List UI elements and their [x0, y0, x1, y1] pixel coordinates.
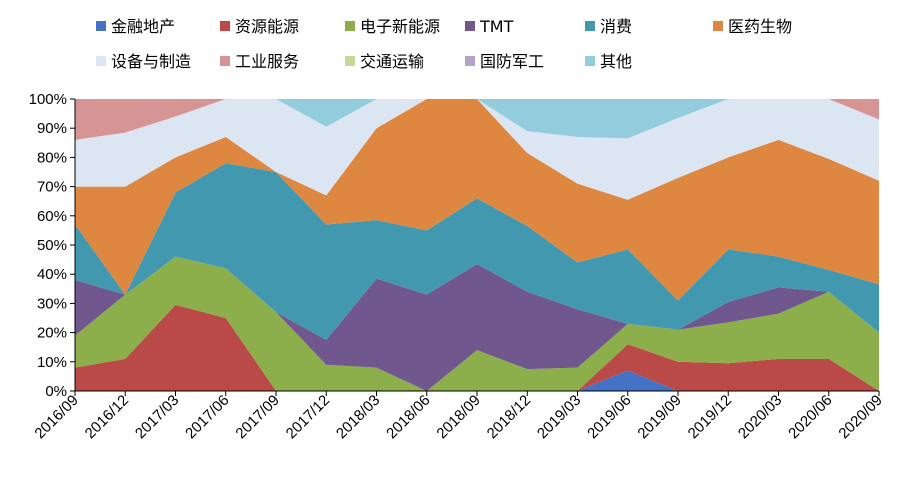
area-series-3	[75, 256, 879, 391]
y-tick-label: 100%	[29, 91, 67, 108]
x-tick-label: 2019/06	[584, 392, 634, 442]
legend-item: TMT	[465, 17, 514, 36]
legend-swatch	[220, 56, 230, 66]
legend-item: 交通运输	[345, 52, 424, 71]
legend-swatch	[465, 56, 475, 66]
x-tick-label: 2017/06	[182, 392, 232, 442]
legend-swatch	[465, 21, 475, 31]
legend-swatch	[713, 21, 723, 31]
legend-swatch	[96, 21, 106, 31]
legend-item: 金融地产	[96, 17, 175, 36]
x-tick-label: 2017/09	[232, 392, 282, 442]
legend-label: 电子新能源	[360, 17, 440, 36]
legend-item: 工业服务	[220, 52, 299, 71]
legend-label: 工业服务	[235, 52, 299, 71]
legend-label: 医药生物	[728, 17, 792, 36]
area-series-6	[75, 99, 879, 200]
x-tick-label: 2017/03	[132, 392, 182, 442]
legend-label: 交通运输	[360, 52, 424, 71]
y-axis-ticks: 0% 10% 20% 30% 40% 50% 60% 70% 80% 90% 100%	[29, 91, 75, 400]
legend-item: 电子新能源	[345, 17, 440, 36]
area-series-5	[75, 99, 879, 301]
x-tick-label: 2020/03	[735, 392, 785, 442]
legend-label: 资源能源	[235, 17, 299, 36]
y-tick-label: 80%	[37, 149, 67, 166]
legend-label: 国防军工	[480, 52, 544, 71]
area-series-7	[75, 99, 879, 140]
x-tick-label: 2019/09	[634, 392, 684, 442]
x-tick-label: 2018/12	[484, 392, 534, 442]
x-tick-label: 2018/09	[433, 392, 483, 442]
x-tick-label: 2019/12	[685, 392, 735, 442]
y-tick-label: 70%	[37, 179, 67, 196]
y-tick-label: 30%	[37, 295, 67, 312]
y-tick-label: 0%	[45, 383, 67, 400]
legend-swatch	[96, 56, 106, 66]
legend-item: 资源能源	[220, 17, 299, 36]
legend-swatch	[345, 56, 355, 66]
legend-item: 消费	[585, 17, 632, 36]
legend-label: 金融地产	[111, 17, 175, 36]
x-tick-label: 2019/03	[534, 392, 584, 442]
area-series-10	[75, 99, 879, 139]
legend-label: 设备与制造	[111, 52, 191, 71]
y-tick-label: 40%	[37, 266, 67, 283]
x-tick-label: 2016/12	[82, 392, 132, 442]
y-tick-label: 90%	[37, 120, 67, 137]
x-tick-label: 2018/06	[383, 392, 433, 442]
legend-item: 医药生物	[713, 17, 792, 36]
legend-swatch	[585, 56, 595, 66]
x-tick-label: 2017/12	[283, 392, 333, 442]
x-tick-label: 2020/06	[785, 392, 835, 442]
area-series-2	[75, 256, 879, 391]
y-tick-label: 50%	[37, 237, 67, 254]
area-series-1	[75, 304, 879, 391]
legend-label: 其他	[600, 52, 632, 71]
legend-swatch	[220, 21, 230, 31]
y-tick-label: 60%	[37, 208, 67, 225]
legend-item: 国防军工	[465, 52, 544, 71]
legend-label: 消费	[600, 17, 632, 36]
y-tick-label: 20%	[37, 325, 67, 342]
legend-swatch	[585, 21, 595, 31]
legend-item: 其他	[585, 52, 632, 71]
x-axis-ticks: 2016/09 2016/12 2017/03 2017/06 2017/09 2017/…	[31, 391, 886, 442]
x-tick-label: 2018/03	[333, 392, 383, 442]
legend-item: 设备与制造	[96, 52, 191, 71]
plot-areas	[75, 99, 879, 391]
x-tick-label: 2020/09	[835, 392, 885, 442]
y-tick-label: 10%	[37, 354, 67, 371]
area-series-4	[75, 163, 879, 340]
legend-label: TMT	[479, 17, 514, 36]
legend-swatch	[345, 21, 355, 31]
